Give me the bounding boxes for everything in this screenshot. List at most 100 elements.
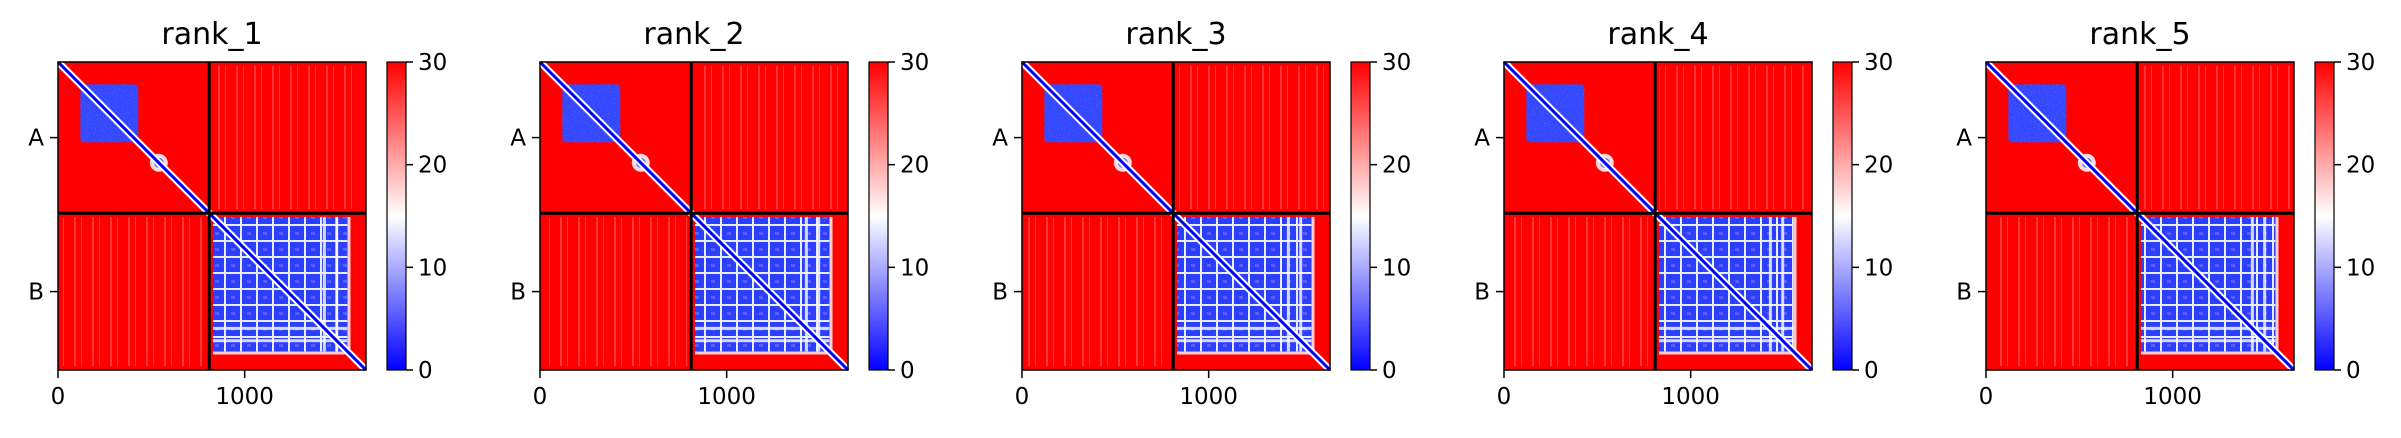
colorbar xyxy=(869,62,888,370)
chain-b-stripe-v xyxy=(335,216,339,352)
chain-b-stripe-v xyxy=(829,216,833,352)
chain-b-stripe-v xyxy=(804,216,808,352)
chain-b-stripe-h xyxy=(212,351,348,355)
diagonal xyxy=(1020,60,1332,372)
y-tick-label: B xyxy=(992,280,1008,306)
colorbar-tick-label: 10 xyxy=(2346,255,2375,281)
colorbar-tick-label: 20 xyxy=(1382,153,1411,179)
colorbar-tick-label: 20 xyxy=(2346,153,2375,179)
y-tick-label: B xyxy=(28,280,44,306)
chain-b-stripe-v xyxy=(1311,216,1315,352)
chain-b-stripe-v xyxy=(1299,216,1303,352)
colorbar-tick-label: 30 xyxy=(418,50,447,76)
chain-b-stripe-h xyxy=(212,326,348,330)
panel-title: rank_2 xyxy=(643,17,744,52)
interchain-block-ab xyxy=(213,66,362,210)
plot-frame xyxy=(539,61,849,371)
chain-b-stripe-h xyxy=(1176,339,1312,343)
colorbar-tick-label: 30 xyxy=(900,50,929,76)
colorbar-tick-label: 30 xyxy=(2346,50,2375,76)
interchain-block-ab xyxy=(1659,66,1808,210)
interchain-block-ab xyxy=(1177,66,1326,210)
interchain-block-ba xyxy=(1026,217,1170,366)
plot-frame xyxy=(1985,61,2295,371)
x-tick-label: 0 xyxy=(51,384,66,410)
colorbar-tick-label: 0 xyxy=(2346,358,2361,384)
x-tick-label: 1000 xyxy=(1661,384,1720,410)
chain-b-stripe-h xyxy=(694,351,830,355)
y-tick-label: A xyxy=(992,126,1008,152)
chain-b-stripe-h xyxy=(1658,351,1794,355)
colorbar-tick-label: 0 xyxy=(1382,358,1397,384)
interchain-block-ab xyxy=(695,66,844,210)
y-tick-label: B xyxy=(1956,280,1972,306)
colorbar-tick-label: 20 xyxy=(900,153,929,179)
chain-b-stripe-v xyxy=(2250,216,2254,352)
x-tick-label: 1000 xyxy=(2143,384,2202,410)
interchain-block-ba xyxy=(1508,217,1652,366)
colorbar-frame xyxy=(2314,61,2335,371)
chain-b-stripe-v xyxy=(1286,216,1290,352)
plot-frame xyxy=(1021,61,1331,371)
y-tick-label: A xyxy=(28,126,44,152)
colorbar xyxy=(2315,62,2334,370)
chain-b-stripe-h xyxy=(212,339,348,343)
chain-b-stripe-v xyxy=(1781,216,1785,352)
colorbar-frame xyxy=(868,61,889,371)
chain-b-stripe-h xyxy=(694,326,830,330)
chain-b-stripe-v xyxy=(2275,216,2279,352)
colorbar-tick-label: 30 xyxy=(1864,50,1893,76)
colorbar-tick-label: 10 xyxy=(1382,255,1411,281)
chain-b-stripe-h xyxy=(694,339,830,343)
colorbar-tick-label: 0 xyxy=(418,358,433,384)
pae-panel-1: rank_1 0 1000 A B 0 10 20 30 xyxy=(28,17,447,410)
diagonal xyxy=(1502,60,1814,372)
chain-b-stripe-v xyxy=(347,216,351,352)
colorbar-frame xyxy=(1350,61,1371,371)
panel-title: rank_5 xyxy=(2089,17,2190,52)
chain-b-stripe-v xyxy=(322,216,326,352)
chain-b-stripe-v xyxy=(1793,216,1797,352)
x-tick-label: 1000 xyxy=(697,384,756,410)
colorbar xyxy=(387,62,406,370)
colorbar xyxy=(1833,62,1852,370)
colorbar-tick-label: 30 xyxy=(1382,50,1411,76)
x-tick-label: 0 xyxy=(533,384,548,410)
chain-b-stripe-v xyxy=(2263,216,2267,352)
plot-frame xyxy=(57,61,367,371)
chain-b-stripe-h xyxy=(1658,326,1794,330)
chain-b-stripe-h xyxy=(2140,339,2276,343)
chain-b-stripe-h xyxy=(2140,326,2276,330)
diagonal xyxy=(56,60,368,372)
colorbar-tick-label: 0 xyxy=(1864,358,1879,384)
panel-title: rank_3 xyxy=(1125,17,1226,52)
chain-b-stripe-h xyxy=(2140,351,2276,355)
x-tick-label: 0 xyxy=(1497,384,1512,410)
panel-title: rank_1 xyxy=(161,17,262,52)
diagonal xyxy=(538,60,850,372)
chain-b-stripe-h xyxy=(1176,351,1312,355)
chain-b-stripe-v xyxy=(1768,216,1772,352)
chain-b-stripe-v xyxy=(817,216,821,352)
colorbar-tick-label: 20 xyxy=(418,153,447,179)
colorbar-tick-label: 20 xyxy=(1864,153,1893,179)
pae-panel-3: rank_3 0 1000 A B 0 10 20 30 xyxy=(992,17,1411,410)
colorbar-tick-label: 10 xyxy=(1864,255,1893,281)
plot-frame xyxy=(1503,61,1813,371)
y-tick-label: B xyxy=(510,280,526,306)
colorbar-frame xyxy=(1832,61,1853,371)
interchain-block-ba xyxy=(1990,217,2134,366)
colorbar-frame xyxy=(386,61,407,371)
colorbar xyxy=(1351,62,1370,370)
pae-panel-4: rank_4 0 1000 A B 0 10 20 30 xyxy=(1474,17,1893,410)
colorbar-tick-label: 0 xyxy=(900,358,915,384)
diagonal xyxy=(1984,60,2296,372)
colorbar-tick-label: 10 xyxy=(900,255,929,281)
pae-panel-5: rank_5 0 1000 A B 0 10 20 30 xyxy=(1956,17,2375,410)
chain-b-stripe-h xyxy=(1658,339,1794,343)
y-tick-label: A xyxy=(1956,126,1972,152)
x-tick-label: 1000 xyxy=(1179,384,1238,410)
y-tick-label: A xyxy=(1474,126,1490,152)
